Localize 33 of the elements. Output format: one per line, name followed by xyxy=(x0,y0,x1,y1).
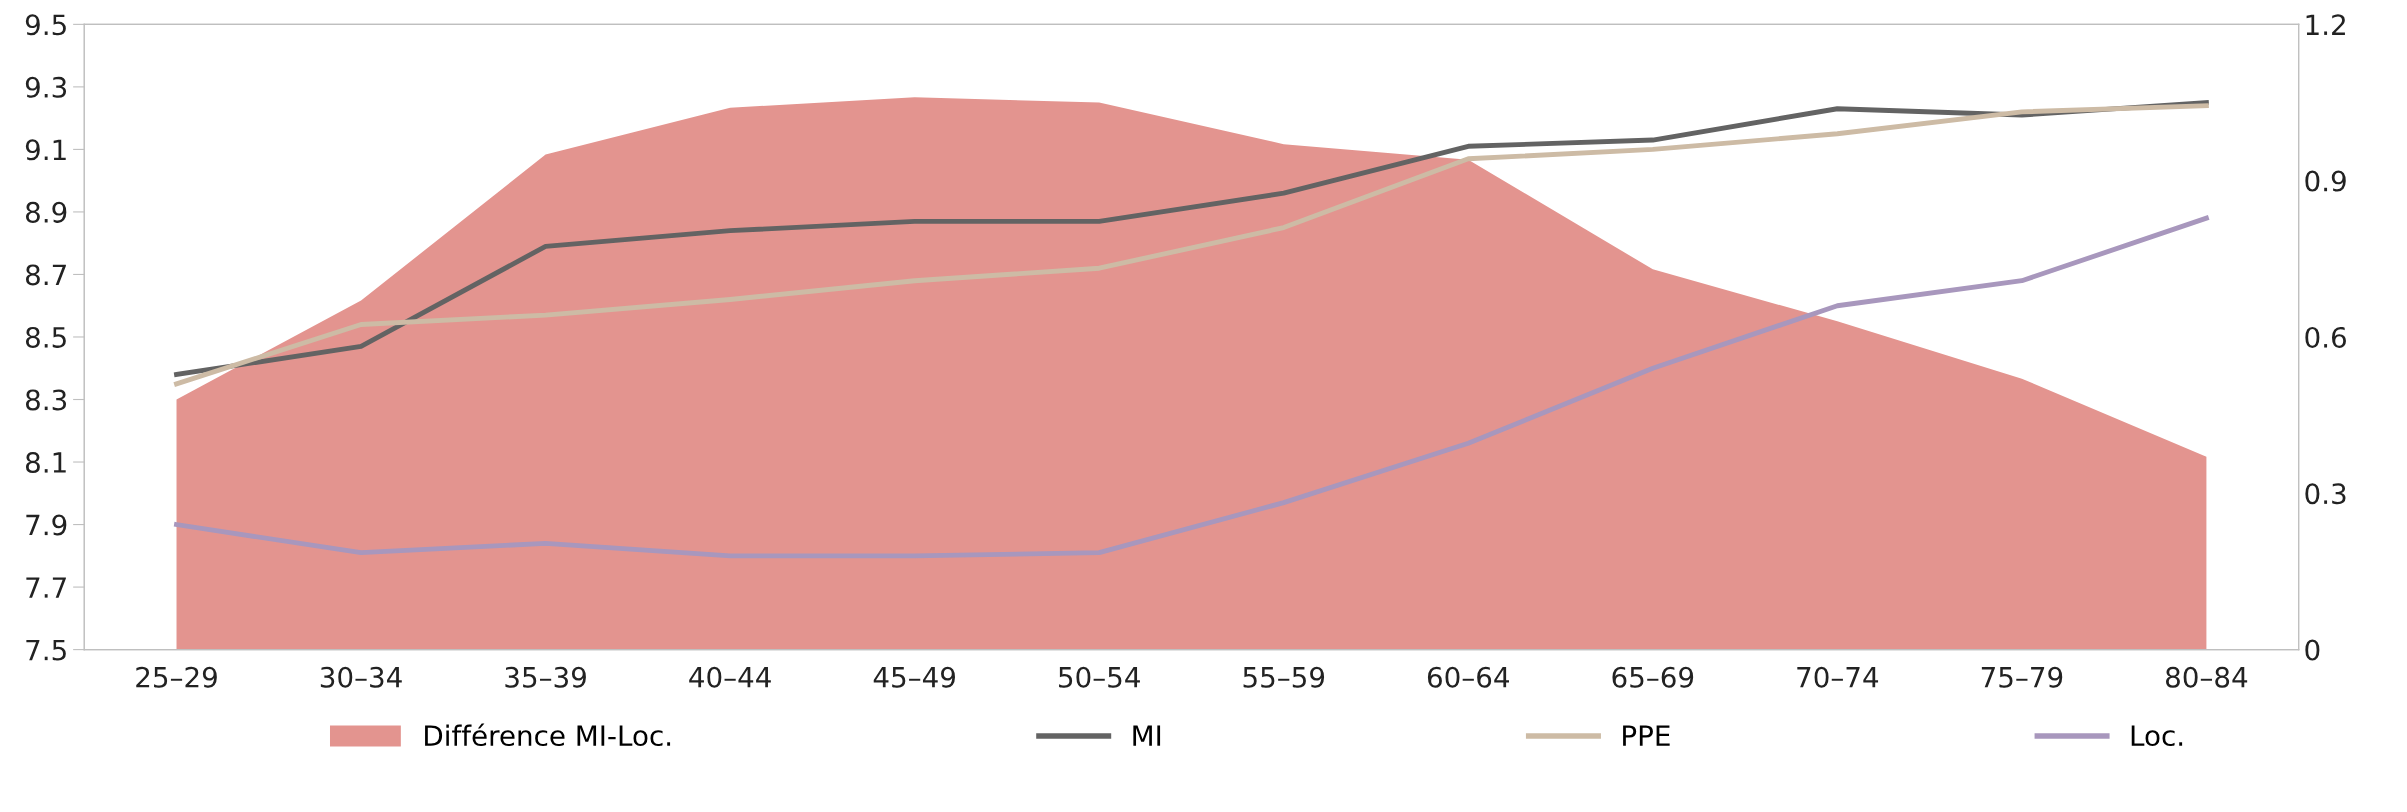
line-series xyxy=(174,215,2209,559)
x-tick-label: 75–79 xyxy=(1981,666,2063,688)
x-tick-label: 40–44 xyxy=(689,666,771,688)
y-tick-label: 9.5 xyxy=(25,14,66,36)
x-tick-label: 25–29 xyxy=(136,666,217,688)
y-tick-label: 8.7 xyxy=(25,264,66,286)
x-tick-label: 65–69 xyxy=(1612,666,1694,688)
x-tick-label: 45–49 xyxy=(873,666,955,688)
y2-tick-label: 0.3 xyxy=(2305,483,2346,505)
x-tick-label: 70–74 xyxy=(1797,666,1879,688)
y2-tick-label: 0.9 xyxy=(2305,170,2346,192)
x-tick-label: 80–84 xyxy=(2166,666,2248,688)
y2-tick-label: 0 xyxy=(2305,639,2320,661)
y2-tick-label: 1.2 xyxy=(2306,14,2345,35)
y2-tick-label: 0.6 xyxy=(2305,326,2346,348)
x-tick-label: 50–54 xyxy=(1059,666,1140,688)
legend-label: Loc. xyxy=(2131,725,2183,747)
y-tick-label: 8.9 xyxy=(25,201,67,223)
y-tick-label: 7.5 xyxy=(26,639,66,661)
legend-label: PPE xyxy=(1623,725,1670,746)
x-tick-label: 30–34 xyxy=(320,666,402,688)
legend-label: MI xyxy=(1133,725,1161,746)
y-tick-label: 7.7 xyxy=(26,577,66,598)
y-tick-label: 7.9 xyxy=(26,514,67,536)
y-tick-label: 8.3 xyxy=(25,389,67,411)
y-tick-label: 8.5 xyxy=(25,326,66,348)
legend-label: Différence MI-Loc. xyxy=(425,723,671,747)
x-tick-label: 55–59 xyxy=(1243,666,1325,688)
y-tick-label: 9.3 xyxy=(25,76,67,98)
y-tick-label: 9.1 xyxy=(25,139,66,161)
x-tick-label: 35–39 xyxy=(505,666,586,688)
x-tick-label: 60–64 xyxy=(1427,666,1509,688)
y-tick-label: 8.1 xyxy=(25,451,66,473)
